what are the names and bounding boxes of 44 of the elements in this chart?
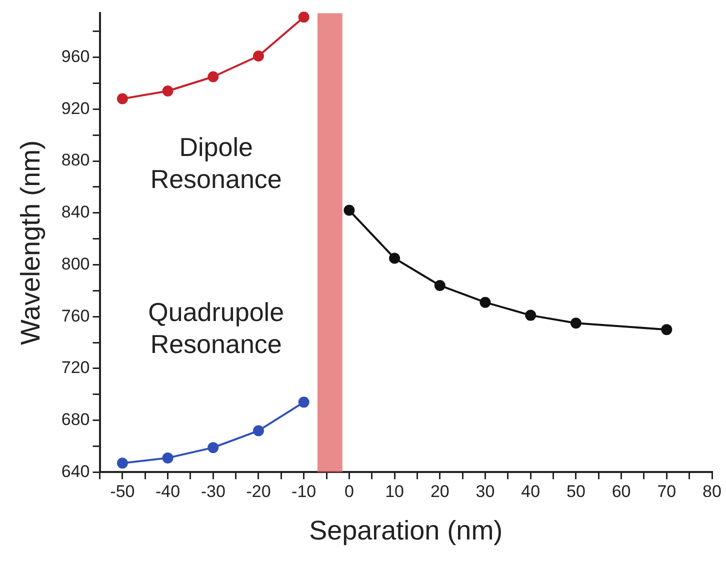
y-axis-title: Wavelength (nm) xyxy=(16,140,46,345)
x-tick-label: 50 xyxy=(566,482,586,502)
y-tick-label: 680 xyxy=(61,410,90,430)
x-tick-label: -30 xyxy=(200,482,226,502)
point xyxy=(298,12,310,23)
point xyxy=(162,85,174,96)
x-tick-label: -20 xyxy=(246,482,271,502)
y-tick-label: 880 xyxy=(61,150,90,170)
point xyxy=(208,442,219,454)
x-tick-label: 0 xyxy=(344,482,354,502)
x-tick-label: 20 xyxy=(430,482,450,502)
x-tick-label: 80 xyxy=(702,482,722,502)
point xyxy=(116,458,128,469)
x-tick-label: 10 xyxy=(385,482,404,502)
x-tick-label: -10 xyxy=(292,482,316,502)
point xyxy=(344,204,355,216)
point xyxy=(208,71,219,82)
point xyxy=(389,252,400,264)
x-tick-label: 40 xyxy=(521,482,540,502)
y-tick-label: 760 xyxy=(61,306,90,326)
y-tick-label: 720 xyxy=(61,358,90,378)
y-tick-label: 840 xyxy=(61,202,90,222)
point xyxy=(252,50,264,62)
y-tick-label: 640 xyxy=(61,462,90,481)
point xyxy=(162,452,174,464)
x-axis-title: Separation (nm) xyxy=(309,515,503,546)
y-tick-label: 960 xyxy=(61,46,90,66)
x-tick-label: 60 xyxy=(612,482,631,502)
x-tick-label: 70 xyxy=(657,482,676,502)
point xyxy=(480,296,491,308)
annotation: Dipole Resonance xyxy=(150,132,282,194)
point xyxy=(116,93,128,104)
x-tick-label: -50 xyxy=(110,482,135,502)
y-tick-label: 920 xyxy=(61,98,90,118)
point xyxy=(570,318,582,329)
annotation: Quadrupole Resonance xyxy=(148,297,284,360)
point xyxy=(298,396,310,408)
point xyxy=(252,425,264,436)
point xyxy=(661,324,672,336)
point xyxy=(434,280,446,291)
x-tick-label: 30 xyxy=(476,482,495,502)
point xyxy=(525,310,536,321)
y-tick-label: 800 xyxy=(61,254,90,274)
x-tick-label: -40 xyxy=(156,482,180,502)
